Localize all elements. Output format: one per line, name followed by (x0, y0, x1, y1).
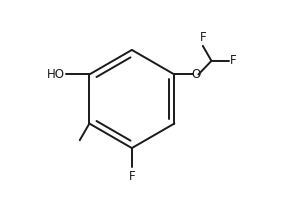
Text: F: F (200, 30, 206, 44)
Text: O: O (191, 68, 200, 81)
Text: HO: HO (47, 68, 65, 81)
Text: F: F (128, 170, 135, 183)
Text: F: F (230, 54, 237, 67)
